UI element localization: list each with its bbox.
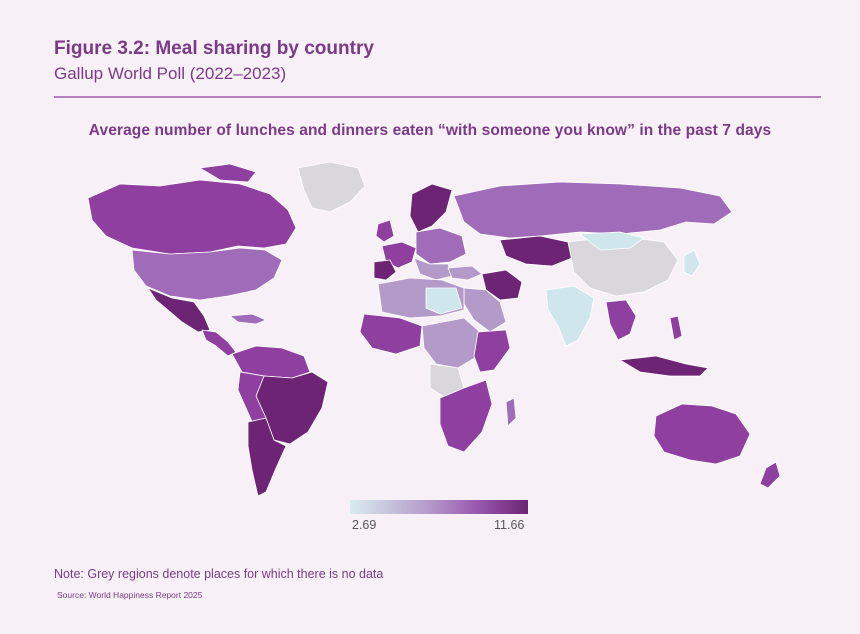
- region-arctic-islands: [199, 163, 257, 183]
- region-east-africa: [473, 329, 511, 373]
- region-central-asia: [499, 235, 573, 267]
- region-russia: [453, 181, 733, 239]
- region-united-states: [131, 247, 283, 301]
- region-greenland: [297, 161, 366, 213]
- region-southern-cone: [247, 417, 287, 497]
- region-central-america: [201, 329, 237, 357]
- region-maritime-southeast-asia: [619, 355, 709, 377]
- legend-gradient-bar: [350, 500, 528, 514]
- figure-subtitle: Gallup World Poll (2022–2023): [54, 64, 287, 83]
- region-australia: [653, 403, 751, 465]
- region-west-africa: [359, 313, 423, 355]
- region-caribbean: [229, 313, 267, 325]
- region-central-africa: [421, 317, 481, 369]
- no-data-note: Note: Grey regions denote places for whi…: [54, 567, 384, 581]
- legend-max-label: 11.66: [494, 518, 525, 532]
- region-japan: [683, 249, 701, 277]
- region-philippines: [669, 315, 683, 341]
- legend-min-label: 2.69: [352, 518, 377, 532]
- region-scandinavia: [409, 183, 453, 233]
- region-british-isles: [375, 219, 395, 243]
- map-title: Average number of lunches and dinners ea…: [88, 122, 772, 139]
- region-southern-africa: [439, 379, 493, 453]
- region-south-asia: [545, 285, 595, 347]
- region-north-east-africa: [425, 287, 463, 315]
- region-eastern-europe: [415, 227, 467, 265]
- region-southeast-asia: [605, 299, 637, 341]
- source-line: Source: World Happiness Report 2025: [57, 590, 203, 600]
- region-canada: [87, 179, 297, 255]
- world-choropleth-map: [87, 161, 781, 497]
- figure-title: Figure 3.2: Meal sharing by country: [54, 38, 374, 59]
- region-new-zealand: [759, 461, 781, 489]
- region-mongolia: [579, 231, 645, 251]
- region-madagascar: [505, 397, 517, 427]
- region-arabian-peninsula: [463, 287, 507, 333]
- region-turkey: [447, 265, 483, 281]
- header-rule: [54, 96, 821, 98]
- region-iberia: [373, 259, 397, 281]
